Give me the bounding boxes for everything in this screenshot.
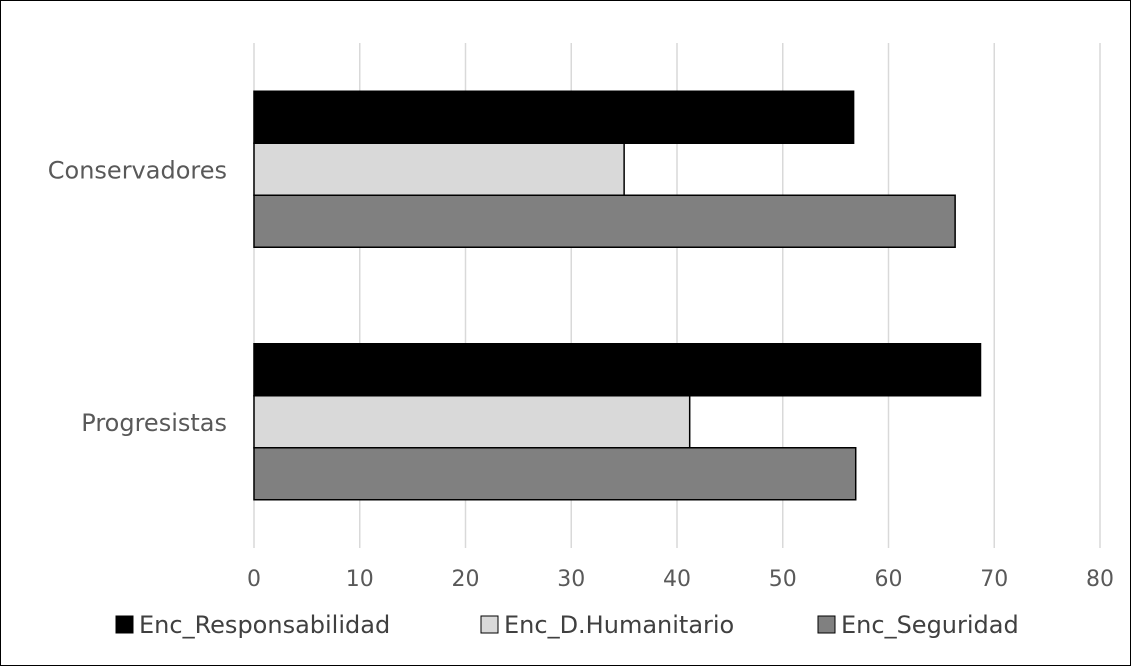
x-tick-label: 60 [875, 567, 903, 592]
legend-label-enc-responsabilidad: Enc_Responsabilidad [139, 611, 390, 639]
y-category-label: Progresistas [81, 409, 227, 437]
x-tick-label: 50 [769, 567, 797, 592]
legend-swatch-enc-d-humanitario [480, 615, 499, 634]
legend: Enc_Responsabilidad Enc_D.Humanitario Enc_… [115, 611, 1019, 639]
x-tick-label: 20 [452, 567, 480, 592]
legend-label-enc-seguridad: Enc_Seguridad [841, 611, 1019, 639]
bar-enc-d-humanitario-conservadores [253, 142, 625, 196]
legend-label-enc-d-humanitario: Enc_D.Humanitario [504, 611, 734, 639]
x-tick-label: 70 [980, 567, 1008, 592]
x-tick-label: 80 [1086, 567, 1114, 592]
legend-swatch-enc-responsabilidad [115, 615, 134, 634]
x-tick-label: 40 [663, 567, 691, 592]
x-tick-label: 0 [247, 567, 261, 592]
y-category-label: Conservadores [48, 156, 227, 184]
x-tick-label: 10 [346, 567, 374, 592]
bar-enc-seguridad-conservadores [253, 194, 956, 248]
bar-enc-seguridad-progresistas [253, 447, 857, 501]
legend-swatch-enc-seguridad [817, 615, 836, 634]
bar-enc-responsabilidad-progresistas [253, 343, 982, 397]
bars [253, 90, 982, 501]
bar-enc-d-humanitario-progresistas [253, 395, 691, 449]
bar-enc-responsabilidad-conservadores [253, 90, 855, 144]
axis-labels: 0 10 20 30 40 50 60 70 80 Conservadores Progresist… [48, 156, 1114, 592]
x-tick-label: 30 [557, 567, 585, 592]
